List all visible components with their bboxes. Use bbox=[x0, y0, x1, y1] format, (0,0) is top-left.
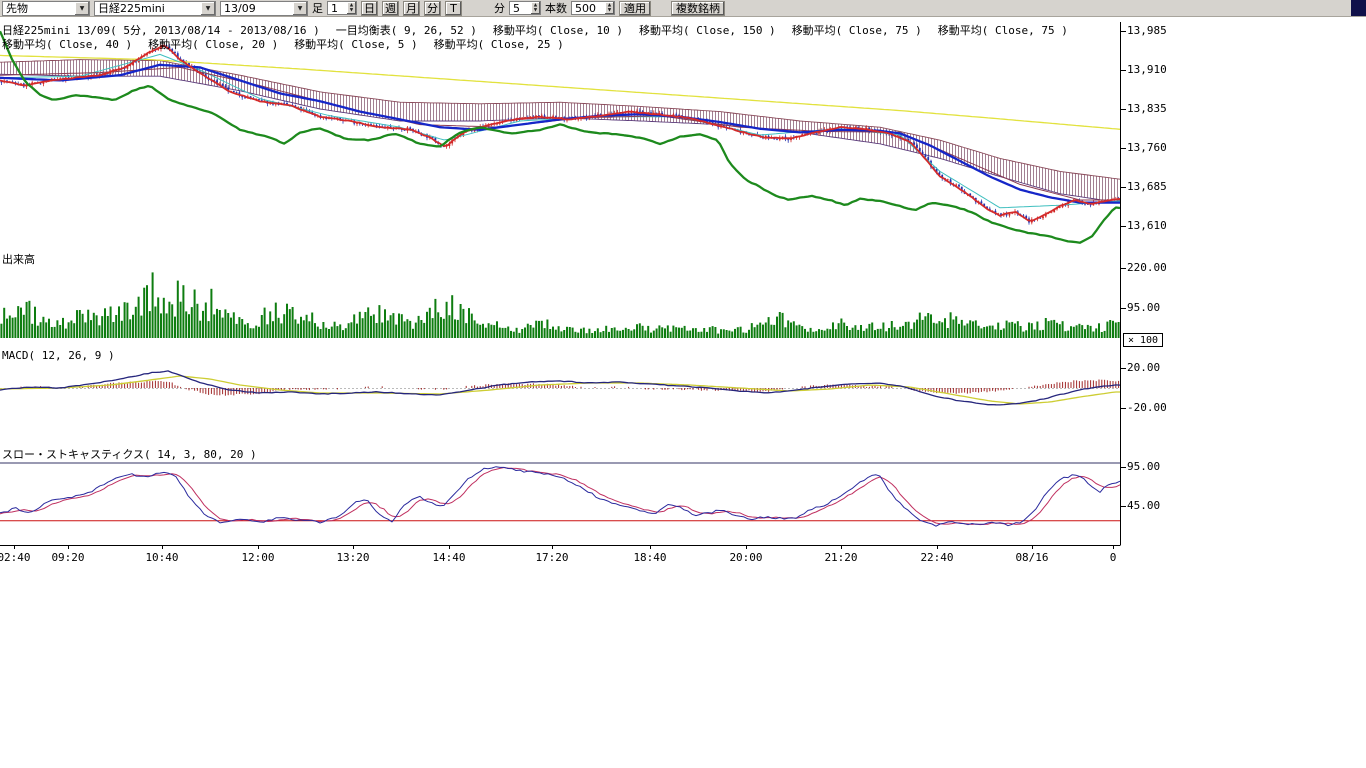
time-axis-label: 17:20 bbox=[535, 551, 568, 564]
time-axis-label: 0 bbox=[1110, 551, 1117, 564]
chevron-down-icon[interactable]: ▼ bbox=[201, 2, 215, 15]
legend-row-2: 移動平均( Close, 40 ) 移動平均( Close, 20 ) 移動平均… bbox=[2, 36, 564, 52]
time-axis-label: 08/16 bbox=[1015, 551, 1048, 564]
contract-select[interactable]: 13/09 ▼ bbox=[220, 1, 308, 16]
macd-axis-label: 20.00 bbox=[1127, 361, 1160, 374]
time-axis-label: 21:20 bbox=[824, 551, 857, 564]
volume-multiplier-badge: × 100 bbox=[1123, 333, 1163, 347]
multi-symbol-button[interactable]: 複数銘柄 bbox=[671, 1, 725, 16]
bars-value: 500 bbox=[575, 2, 596, 15]
stoch-axis-label: 95.00 bbox=[1127, 460, 1160, 473]
bar-unit-label: 足 bbox=[312, 0, 323, 16]
spinner-down-icon[interactable]: ▼ bbox=[534, 8, 537, 13]
time-axis-label: 09:20 bbox=[51, 551, 84, 564]
price-axis-label: 13,610 bbox=[1127, 219, 1167, 232]
legend-item: 移動平均( Close, 150 ) bbox=[639, 22, 776, 38]
interval-input[interactable]: 1 ▲ ▼ bbox=[327, 1, 357, 15]
unit-tick-button[interactable]: T bbox=[445, 1, 462, 16]
price-axis-label: 13,760 bbox=[1127, 141, 1167, 154]
unit-day-button[interactable]: 日 bbox=[361, 1, 378, 16]
chevron-down-icon[interactable]: ▼ bbox=[75, 2, 89, 15]
time-axis-label: 14:40 bbox=[432, 551, 465, 564]
macd-panel-title: MACD( 12, 26, 9 ) bbox=[2, 349, 115, 362]
apply-button[interactable]: 適用 bbox=[619, 1, 651, 16]
unit-week-button[interactable]: 週 bbox=[382, 1, 399, 16]
interval-value: 1 bbox=[331, 2, 338, 15]
spinner-down-icon[interactable]: ▼ bbox=[608, 8, 611, 13]
spinner-icon[interactable]: ▲ ▼ bbox=[347, 2, 356, 14]
legend-item: 移動平均( Close, 5 ) bbox=[294, 36, 417, 52]
volume-axis-label: 220.00 bbox=[1127, 261, 1167, 274]
time-axis-label: 13:20 bbox=[336, 551, 369, 564]
toolbar: 先物 ▼ 日経225mini ▼ 13/09 ▼ 足 1 ▲ ▼ 日 週 月 分… bbox=[0, 0, 1366, 17]
legend-item: 移動平均( Close, 75 ) bbox=[792, 22, 922, 38]
spinner-icon[interactable]: ▲ ▼ bbox=[531, 2, 540, 14]
price-axis-label: 13,910 bbox=[1127, 63, 1167, 76]
time-axis-label: 20:00 bbox=[729, 551, 762, 564]
time-axis-label: 12:00 bbox=[241, 551, 274, 564]
minutes-input[interactable]: 5 ▲ ▼ bbox=[509, 1, 541, 15]
stoch-axis-label: 45.00 bbox=[1127, 499, 1160, 512]
symbol-select-value: 日経225mini bbox=[98, 0, 165, 16]
contract-select-value: 13/09 bbox=[224, 2, 256, 15]
price-axis-label: 13,685 bbox=[1127, 180, 1167, 193]
volume-axis-label: 95.00 bbox=[1127, 301, 1160, 314]
app-window: { "toolbar": { "category": "先物", "symbol… bbox=[0, 0, 1366, 768]
volume-panel-title: 出来高 bbox=[2, 251, 35, 267]
price-axis-label: 13,835 bbox=[1127, 102, 1167, 115]
unit-month-button[interactable]: 月 bbox=[403, 1, 420, 16]
legend-item: 移動平均( Close, 20 ) bbox=[148, 36, 278, 52]
minutes-value: 5 bbox=[513, 2, 520, 15]
bars-count-label: 本数 bbox=[545, 0, 567, 16]
stoch-panel-title: スロー・ストキャスティクス( 14, 3, 80, 20 ) bbox=[2, 446, 257, 462]
category-select-value: 先物 bbox=[6, 0, 28, 16]
chart-canvas[interactable] bbox=[0, 0, 1366, 768]
spinner-down-icon[interactable]: ▼ bbox=[350, 8, 353, 13]
time-axis-label: 02:40 bbox=[0, 551, 31, 564]
legend-item: 移動平均( Close, 75 ) bbox=[938, 22, 1068, 38]
chevron-down-icon[interactable]: ▼ bbox=[293, 2, 307, 15]
unit-minute-button[interactable]: 分 bbox=[424, 1, 441, 16]
price-axis-label: 13,985 bbox=[1127, 24, 1167, 37]
category-select[interactable]: 先物 ▼ bbox=[2, 1, 90, 16]
spinner-icon[interactable]: ▲ ▼ bbox=[605, 2, 614, 14]
symbol-select[interactable]: 日経225mini ▼ bbox=[94, 1, 216, 16]
minute-label: 分 bbox=[494, 0, 505, 16]
corner-button[interactable] bbox=[1351, 0, 1366, 16]
time-axis-label: 10:40 bbox=[145, 551, 178, 564]
legend-item: 移動平均( Close, 40 ) bbox=[2, 36, 132, 52]
bars-input[interactable]: 500 ▲ ▼ bbox=[571, 1, 615, 15]
time-axis-label: 18:40 bbox=[633, 551, 666, 564]
macd-axis-label: -20.00 bbox=[1127, 401, 1167, 414]
legend-item: 移動平均( Close, 25 ) bbox=[434, 36, 564, 52]
time-axis-label: 22:40 bbox=[920, 551, 953, 564]
